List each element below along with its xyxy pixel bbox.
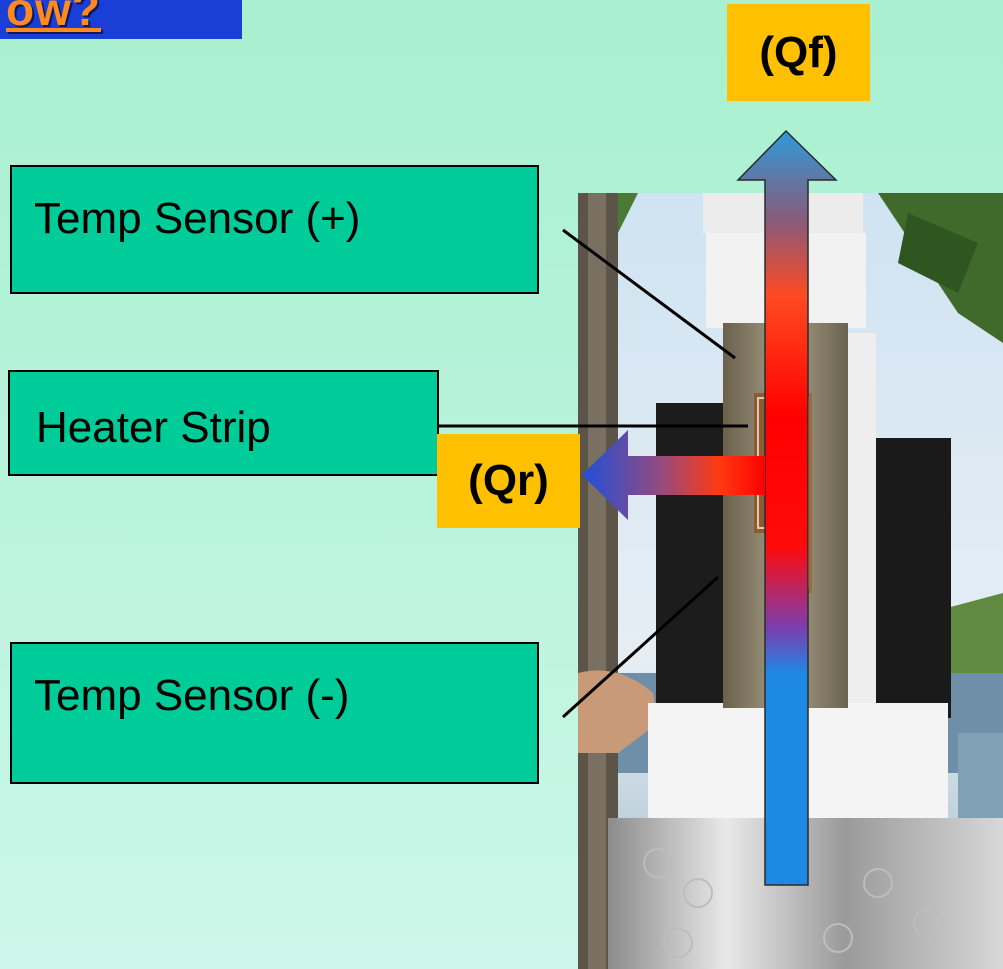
slide-title: ow?	[6, 0, 101, 35]
qr-arrow	[582, 430, 765, 520]
leader-temp-sensor-plus	[562, 228, 736, 360]
qf-arrow	[736, 129, 838, 886]
label-temp-sensor-minus: Temp Sensor (-)	[10, 642, 539, 784]
label-heater-strip: Heater Strip	[8, 370, 439, 476]
leader-temp-sensor-minus	[561, 575, 720, 719]
qr-label: (Qr)	[437, 434, 580, 528]
label-temp-sensor-plus: Temp Sensor (+)	[10, 165, 539, 294]
title-banner: ow?	[0, 0, 242, 39]
label-temp-sensor-minus-text: Temp Sensor (-)	[34, 671, 350, 720]
label-heater-strip-text: Heater Strip	[36, 403, 271, 452]
label-temp-sensor-plus-text: Temp Sensor (+)	[34, 194, 361, 243]
qf-label: (Qf)	[727, 4, 870, 101]
